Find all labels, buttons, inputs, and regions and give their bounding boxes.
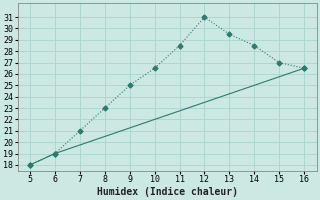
X-axis label: Humidex (Indice chaleur): Humidex (Indice chaleur) (97, 186, 237, 197)
